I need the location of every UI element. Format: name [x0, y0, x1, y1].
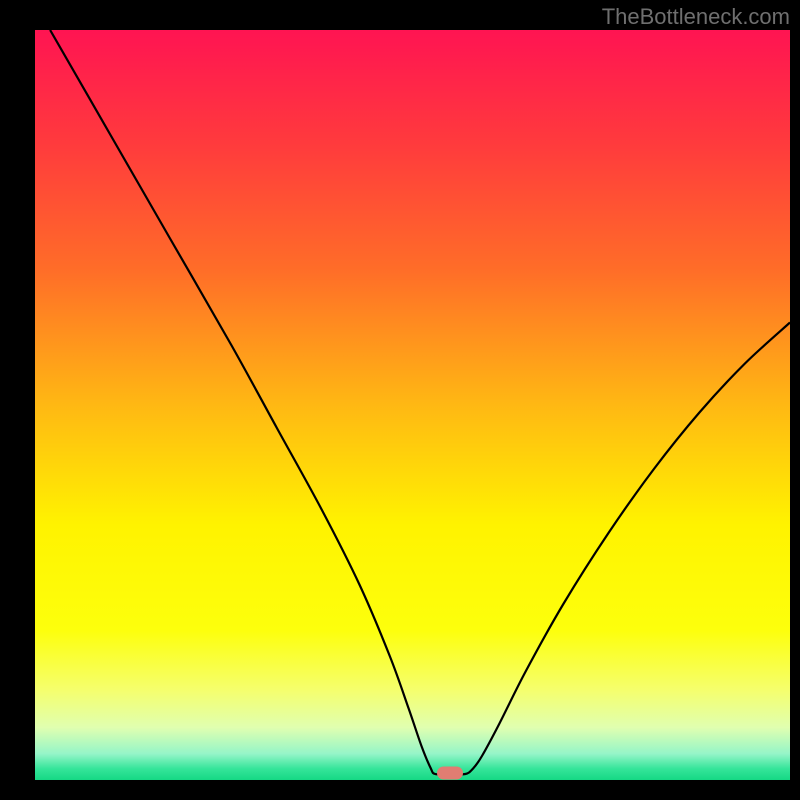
chart-frame: TheBottleneck.com — [0, 0, 800, 800]
gradient-background — [35, 30, 790, 780]
optimal-marker — [437, 766, 463, 779]
plot-svg — [35, 30, 790, 780]
watermark-text: TheBottleneck.com — [602, 4, 790, 30]
plot-area — [35, 30, 790, 780]
